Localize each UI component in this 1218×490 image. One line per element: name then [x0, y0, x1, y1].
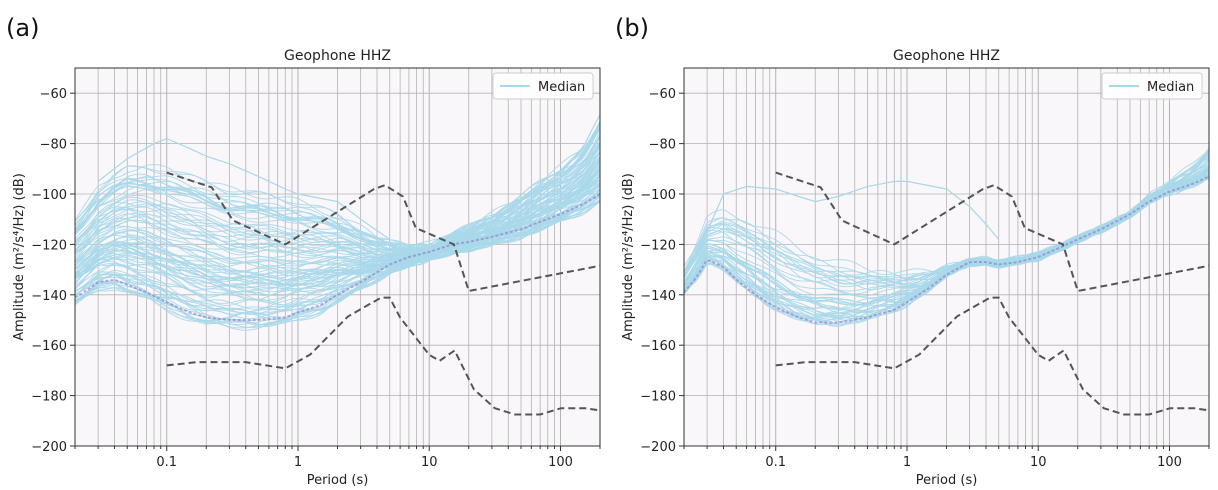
- legend-box: [492, 72, 594, 100]
- y-tick-label: −120: [31, 238, 67, 253]
- psd-curve: [75, 135, 600, 250]
- x-tick-label: 10: [421, 455, 438, 470]
- psd-curve: [75, 192, 600, 314]
- panel-a: (a) 0.1 1 10 100 −200 −180 −160 −140 −120 −100 −80…: [6, 14, 601, 488]
- psd-curve: [75, 135, 600, 252]
- model-curve-nlnm: [166, 296, 600, 416]
- psd-curve: [684, 150, 1209, 282]
- psd-curve-outlier: [97, 137, 391, 240]
- psd-curve: [75, 151, 600, 258]
- psd-curve: [75, 144, 600, 256]
- legend-label: Median: [1147, 80, 1194, 95]
- psd-curve: [75, 123, 600, 252]
- psd-curve-outlier: [706, 180, 1000, 240]
- panel-label: (b): [615, 14, 649, 42]
- psd-curve: [684, 174, 1209, 322]
- psd-curve: [75, 121, 600, 249]
- y-tick-label: −100: [640, 188, 676, 203]
- y-tick-label: −100: [31, 188, 67, 203]
- y-tick-label: −180: [31, 390, 67, 405]
- x-axis-label: Period (s): [916, 473, 978, 488]
- psd-curve: [75, 174, 600, 285]
- legend-box: [1101, 72, 1203, 100]
- y-tick-label: −140: [640, 289, 676, 304]
- psd-density-trace: [684, 175, 1209, 324]
- psd-curve: [75, 114, 600, 250]
- psd-curve: [75, 157, 600, 267]
- y-tick-label: −60: [40, 87, 67, 102]
- psd-chart-b: 0.1 1 10 100 −200 −180 −160 −140 −120 −100 −80 −60 G…: [621, 48, 1210, 488]
- legend: Median: [492, 72, 594, 100]
- psd-curve: [75, 151, 600, 258]
- model-curve-nlnm: [775, 296, 1209, 416]
- y-tick-label: −160: [31, 339, 67, 354]
- y-tick-label: −200: [640, 440, 676, 455]
- y-tick-label: −60: [649, 87, 676, 102]
- psd-curve: [75, 155, 600, 262]
- panel-b: (b) 0.1 1 10 100 −200 −180 −160 −140 −120 −100 −80…: [609, 0, 1218, 490]
- psd-chart-a: 0.1 1 10 100 −200 −180 −160 −140 −120 −100 −80 −60 G…: [12, 48, 601, 488]
- legend: Median: [1101, 72, 1203, 100]
- x-tick-label: 1: [903, 455, 911, 470]
- psd-curve: [75, 127, 600, 250]
- psd-curve: [75, 126, 600, 252]
- psd-curve: [684, 165, 1209, 314]
- y-axis-label: Amplitude (m²/s⁴/Hz) (dB): [621, 173, 636, 341]
- y-tick-label: −140: [31, 289, 67, 304]
- grid: [74, 68, 601, 447]
- legend-label: Median: [538, 80, 585, 95]
- y-tick-label: −180: [640, 390, 676, 405]
- psd-curve: [684, 167, 1209, 306]
- x-tick-label: 10: [1030, 455, 1047, 470]
- panel-label: (a): [6, 14, 40, 42]
- psd-curve: [75, 194, 600, 323]
- psd-curve: [75, 198, 600, 329]
- chart-title: Geophone HHZ: [284, 48, 391, 64]
- psd-curve: [75, 192, 600, 320]
- psd-curves: [684, 147, 1209, 327]
- psd-curve: [75, 189, 600, 310]
- psd-curve: [75, 120, 600, 249]
- psd-curves: [75, 114, 600, 331]
- y-tick-label: −80: [649, 138, 676, 153]
- x-tick-label: 1: [294, 455, 302, 470]
- y-tick-label: −80: [40, 138, 67, 153]
- x-axis-label: Period (s): [307, 473, 369, 488]
- y-axis-label: Amplitude (m²/s⁴/Hz) (dB): [12, 173, 27, 341]
- y-tick-label: −160: [640, 339, 676, 354]
- psd-density-trace: [75, 193, 600, 321]
- chart-title: Geophone HHZ: [893, 48, 1000, 64]
- x-tick-label: 0.1: [765, 455, 786, 470]
- psd-curve: [75, 162, 600, 277]
- y-tick-label: −120: [640, 238, 676, 253]
- x-tick-label: 100: [548, 455, 573, 470]
- psd-curve: [75, 200, 600, 329]
- x-tick-label: 0.1: [156, 455, 177, 470]
- psd-curve: [75, 189, 600, 315]
- x-tick-label: 100: [1157, 455, 1182, 470]
- y-tick-label: −200: [31, 440, 67, 455]
